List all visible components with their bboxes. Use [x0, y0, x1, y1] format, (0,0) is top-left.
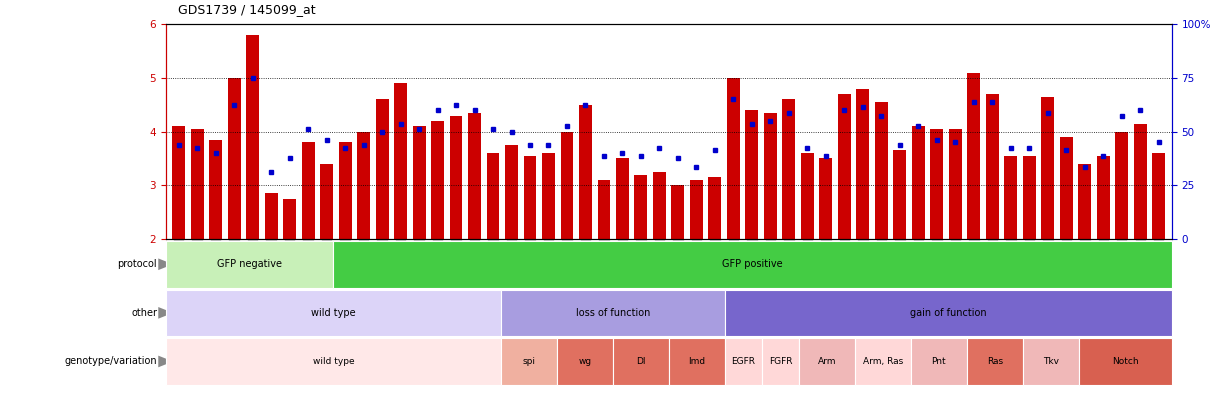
- Text: lmd: lmd: [688, 357, 706, 366]
- Bar: [746, 110, 758, 239]
- Text: loss of function: loss of function: [575, 308, 650, 318]
- Bar: [930, 129, 944, 239]
- Bar: [764, 113, 777, 239]
- Bar: [671, 185, 685, 239]
- Text: EGFR: EGFR: [731, 357, 756, 366]
- Bar: [726, 78, 740, 239]
- Bar: [967, 72, 980, 239]
- Bar: [283, 199, 296, 239]
- Text: wild type: wild type: [313, 357, 355, 366]
- Bar: [394, 83, 407, 239]
- Bar: [320, 164, 333, 239]
- Bar: [1005, 156, 1017, 239]
- Bar: [653, 172, 666, 239]
- Bar: [375, 100, 389, 239]
- Bar: [801, 153, 814, 239]
- Bar: [1097, 156, 1110, 239]
- Bar: [172, 126, 185, 239]
- Bar: [487, 153, 499, 239]
- Text: wg: wg: [578, 357, 591, 366]
- Text: Dl: Dl: [636, 357, 645, 366]
- Bar: [357, 132, 371, 239]
- Bar: [449, 115, 463, 239]
- Text: protocol: protocol: [118, 259, 157, 269]
- Text: Ras: Ras: [987, 357, 1002, 366]
- Polygon shape: [158, 258, 173, 270]
- Bar: [1152, 153, 1166, 239]
- Text: GDS1739 / 145099_at: GDS1739 / 145099_at: [178, 3, 315, 16]
- Text: GFP negative: GFP negative: [217, 259, 282, 269]
- Bar: [339, 143, 351, 239]
- Text: wild type: wild type: [310, 308, 356, 318]
- Bar: [1060, 137, 1072, 239]
- Text: Pnt: Pnt: [931, 357, 946, 366]
- Bar: [209, 140, 222, 239]
- Text: Tkv: Tkv: [1043, 357, 1059, 366]
- Text: genotype/variation: genotype/variation: [65, 356, 157, 367]
- Text: other: other: [131, 308, 157, 318]
- Bar: [561, 132, 573, 239]
- Bar: [431, 121, 444, 239]
- Bar: [820, 158, 832, 239]
- Bar: [1023, 156, 1036, 239]
- Polygon shape: [158, 307, 173, 319]
- Bar: [524, 156, 536, 239]
- Bar: [948, 129, 962, 239]
- Bar: [616, 158, 629, 239]
- Bar: [783, 100, 795, 239]
- Text: FGFR: FGFR: [769, 357, 793, 366]
- Text: Notch: Notch: [1112, 357, 1139, 366]
- Bar: [912, 126, 925, 239]
- Bar: [690, 180, 703, 239]
- Bar: [875, 102, 888, 239]
- Bar: [598, 180, 611, 239]
- Text: Arm, Ras: Arm, Ras: [863, 357, 903, 366]
- Text: spi: spi: [523, 357, 535, 366]
- Bar: [302, 143, 314, 239]
- Bar: [1042, 97, 1054, 239]
- Bar: [856, 89, 870, 239]
- Bar: [1115, 132, 1129, 239]
- Text: gain of function: gain of function: [910, 308, 987, 318]
- Bar: [467, 113, 481, 239]
- Bar: [838, 94, 850, 239]
- Bar: [987, 94, 999, 239]
- Bar: [542, 153, 555, 239]
- Bar: [506, 145, 518, 239]
- Bar: [1079, 164, 1091, 239]
- Bar: [634, 175, 648, 239]
- Bar: [265, 193, 277, 239]
- Bar: [579, 105, 591, 239]
- Bar: [227, 78, 240, 239]
- Bar: [893, 150, 907, 239]
- Bar: [190, 129, 204, 239]
- Bar: [412, 126, 426, 239]
- Bar: [247, 35, 259, 239]
- Polygon shape: [158, 356, 173, 367]
- Bar: [708, 177, 721, 239]
- Bar: [1134, 124, 1147, 239]
- Text: GFP positive: GFP positive: [723, 259, 783, 269]
- Text: Arm: Arm: [818, 357, 837, 366]
